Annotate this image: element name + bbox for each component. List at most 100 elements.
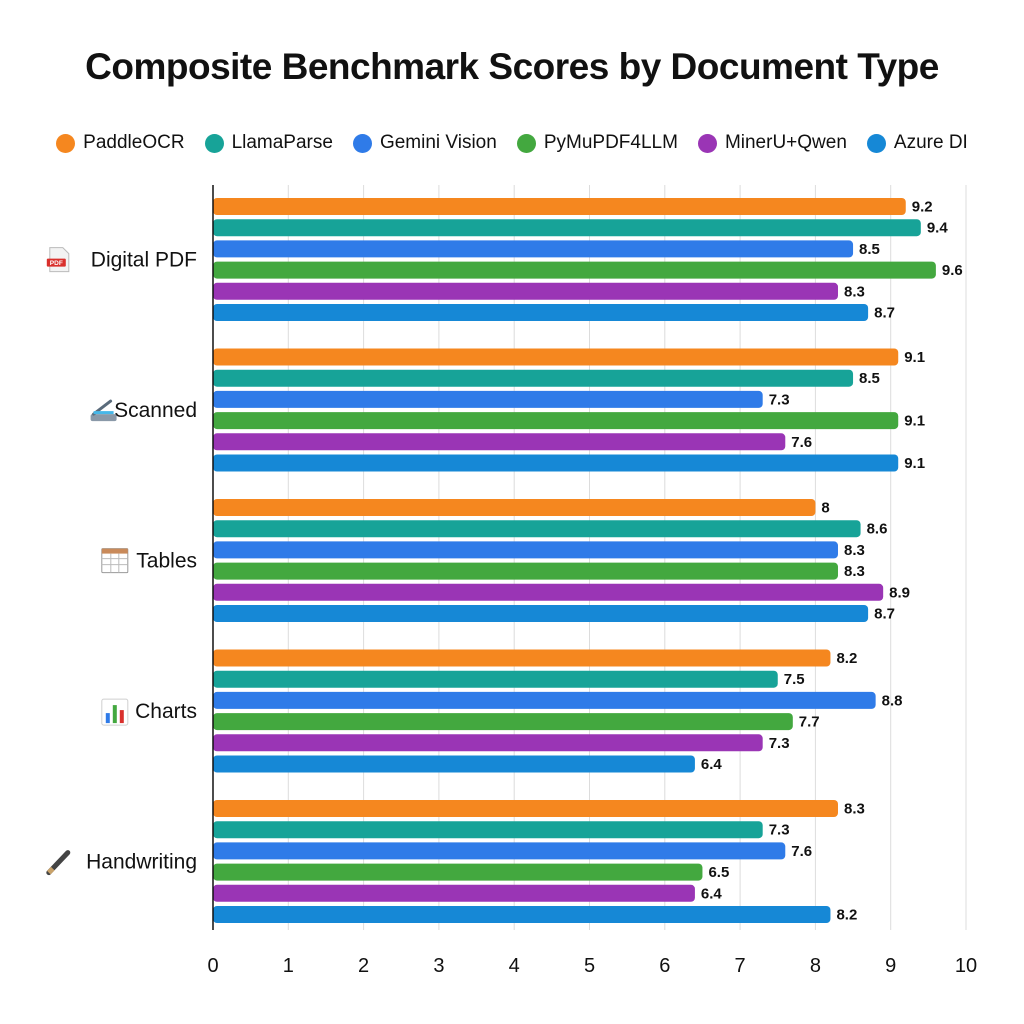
data-label: 7.3 bbox=[769, 735, 790, 752]
bar-azure-di-charts bbox=[213, 755, 695, 773]
x-tick-label: 1 bbox=[283, 955, 294, 977]
data-label: 8.3 bbox=[844, 542, 865, 559]
data-label: 9.1 bbox=[904, 413, 925, 430]
data-label: 7.6 bbox=[791, 843, 812, 860]
bar-gemini-vision-handwriting bbox=[213, 842, 786, 860]
bar-pymupdf4llm-scanned bbox=[213, 412, 899, 430]
legend-swatch bbox=[697, 133, 717, 153]
x-tick-label: 5 bbox=[584, 955, 595, 977]
chart-legend: PaddleOCR LlamaParse Gemini Vision PyMuP… bbox=[0, 132, 1024, 154]
data-label: 8.3 bbox=[844, 563, 865, 580]
data-label: 8.6 bbox=[867, 521, 888, 538]
data-label: 8.5 bbox=[859, 241, 880, 258]
data-label: 8.7 bbox=[874, 606, 895, 623]
x-tick-label: 7 bbox=[735, 955, 746, 977]
x-tick-label: 6 bbox=[659, 955, 670, 977]
bar-llamaparse-charts bbox=[213, 670, 778, 688]
category-label: Digital PDF bbox=[91, 249, 197, 272]
legend-swatch bbox=[516, 133, 536, 153]
x-tick-label: 0 bbox=[207, 955, 218, 977]
data-label: 8.3 bbox=[844, 801, 865, 818]
bar-pymupdf4llm-handwriting bbox=[213, 863, 703, 881]
category-label: Tables bbox=[136, 550, 197, 573]
bar-llamaparse-digital-pdf bbox=[213, 219, 921, 237]
x-tick-label: 3 bbox=[433, 955, 444, 977]
legend-item-gemini-vision: Gemini Vision bbox=[352, 132, 497, 154]
legend-swatch bbox=[204, 133, 224, 153]
bar-llamaparse-tables bbox=[213, 520, 861, 538]
x-tick-label: 10 bbox=[955, 955, 977, 977]
scanner-icon bbox=[90, 399, 117, 422]
bar-azure-di-scanned bbox=[213, 454, 899, 472]
legend-swatch bbox=[866, 133, 886, 153]
pdf-icon: PDF bbox=[46, 247, 70, 273]
data-label: 7.5 bbox=[784, 671, 805, 688]
bar-pymupdf4llm-tables bbox=[213, 562, 838, 580]
data-label: 9.1 bbox=[904, 455, 925, 472]
x-tick-label: 9 bbox=[885, 955, 896, 977]
bar-llamaparse-scanned bbox=[213, 369, 854, 387]
pen-icon bbox=[46, 850, 71, 876]
category-label: Charts bbox=[135, 700, 197, 723]
category-label: Handwriting bbox=[86, 851, 197, 874]
legend-label: PaddleOCR bbox=[83, 132, 185, 153]
bar-mineru-qwen-digital-pdf bbox=[213, 282, 838, 300]
bar-mineru-qwen-tables bbox=[213, 583, 884, 601]
bar-gemini-vision-charts bbox=[213, 691, 876, 709]
bar-mineru-qwen-charts bbox=[213, 734, 763, 752]
data-label: 9.2 bbox=[912, 199, 933, 216]
table-icon bbox=[101, 548, 129, 574]
svg-text:PDF: PDF bbox=[50, 260, 63, 267]
x-tick-label: 2 bbox=[358, 955, 369, 977]
data-label: 8 bbox=[821, 500, 829, 517]
legend-label: Azure DI bbox=[893, 132, 968, 153]
legend-label: Gemini Vision bbox=[379, 132, 497, 153]
bar-pymupdf4llm-digital-pdf bbox=[213, 261, 936, 279]
data-label: 7.3 bbox=[769, 391, 790, 408]
legend-item-paddleocr: PaddleOCR bbox=[56, 132, 185, 154]
bar-gemini-vision-tables bbox=[213, 541, 838, 559]
data-label: 8.9 bbox=[889, 584, 910, 601]
legend-swatch bbox=[352, 133, 372, 153]
data-label: 8.8 bbox=[882, 692, 903, 709]
bar-paddleocr-charts bbox=[213, 649, 831, 667]
legend-item-llamaparse: LlamaParse bbox=[204, 132, 333, 154]
bar-azure-di-digital-pdf bbox=[213, 304, 869, 321]
data-label: 9.1 bbox=[904, 349, 925, 366]
data-label: 9.4 bbox=[927, 220, 949, 237]
bar-paddleocr-handwriting bbox=[213, 800, 838, 817]
data-label: 7.3 bbox=[769, 822, 790, 839]
x-tick-label: 8 bbox=[810, 955, 821, 977]
data-label: 7.6 bbox=[791, 434, 812, 451]
bar-azure-di-handwriting bbox=[213, 906, 831, 923]
bar-mineru-qwen-scanned bbox=[213, 433, 786, 451]
legend-item-azure-di: Azure DI bbox=[866, 132, 968, 154]
legend-label: PyMuPDF4LLM bbox=[543, 132, 678, 153]
bar-azure-di-tables bbox=[213, 605, 869, 622]
bar-chart-icon bbox=[101, 698, 129, 726]
x-tick-label: 4 bbox=[509, 955, 520, 977]
bar-pymupdf4llm-charts bbox=[213, 713, 793, 731]
bar-paddleocr-digital-pdf bbox=[213, 198, 906, 215]
data-label: 8.2 bbox=[836, 907, 857, 924]
data-label: 8.5 bbox=[859, 370, 880, 387]
bar-gemini-vision-digital-pdf bbox=[213, 240, 854, 258]
data-label: 6.4 bbox=[701, 885, 723, 902]
data-label: 8.7 bbox=[874, 305, 895, 322]
bar-paddleocr-scanned bbox=[213, 348, 899, 366]
data-label: 8.3 bbox=[844, 283, 865, 300]
data-label: 6.4 bbox=[701, 756, 723, 773]
legend-item-pymupdf4llm: PyMuPDF4LLM bbox=[516, 132, 678, 154]
data-label: 9.6 bbox=[942, 262, 963, 279]
bar-gemini-vision-scanned bbox=[213, 390, 763, 408]
bar-llamaparse-handwriting bbox=[213, 821, 763, 839]
legend-swatch bbox=[56, 133, 76, 153]
data-label: 7.7 bbox=[799, 714, 820, 731]
legend-item-mineru-qwen: MinerU+Qwen bbox=[697, 132, 847, 154]
bar-paddleocr-tables bbox=[213, 499, 816, 516]
data-label: 6.5 bbox=[708, 864, 729, 881]
bar-mineru-qwen-handwriting bbox=[213, 884, 695, 902]
legend-label: MinerU+Qwen bbox=[724, 132, 847, 153]
